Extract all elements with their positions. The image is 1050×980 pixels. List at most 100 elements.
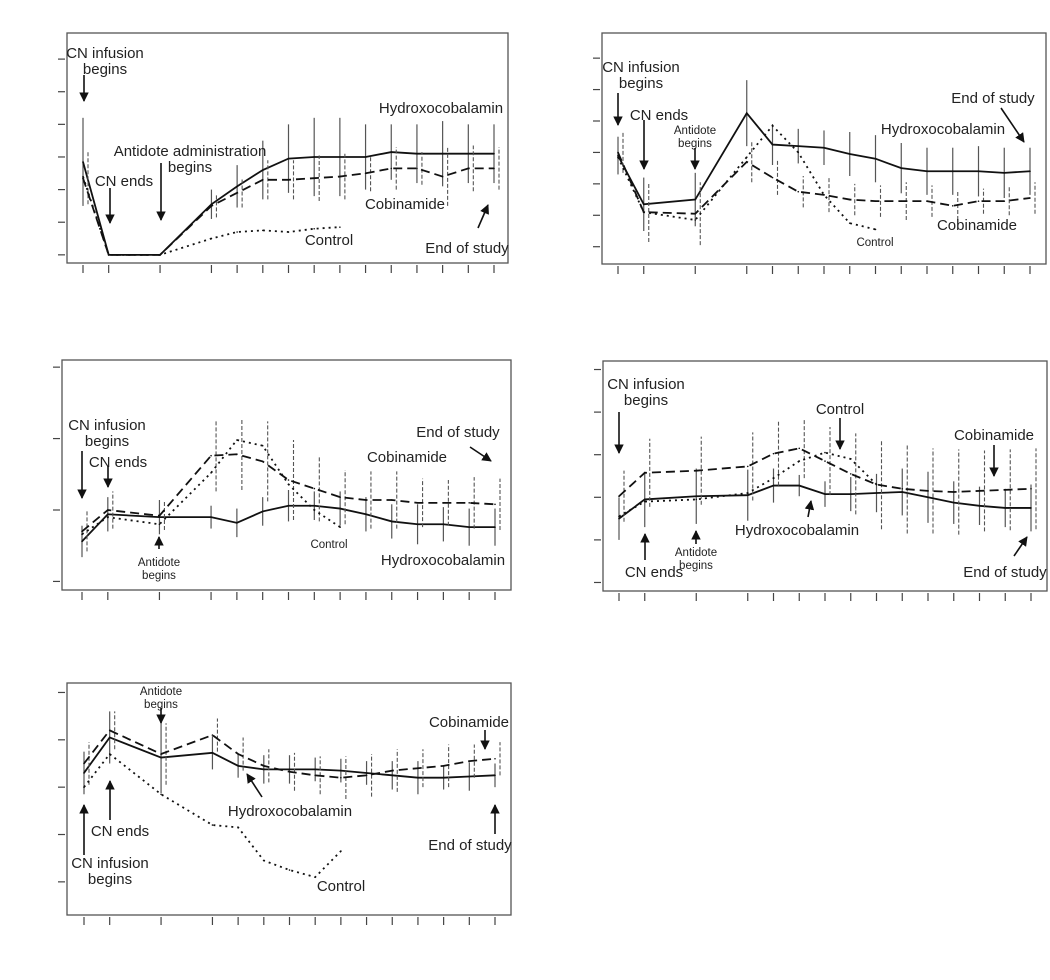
plot-frame	[601, 32, 1047, 265]
annotation-line: Control	[310, 539, 347, 551]
data-point-cobinamide	[158, 514, 161, 517]
data-point-hydroxocobalamin	[365, 513, 367, 516]
data-point-control	[107, 516, 109, 518]
annotation-line: End of study	[428, 837, 512, 854]
annotation-line: Cobinamide	[365, 196, 445, 213]
data-point-cobinamide	[262, 179, 264, 181]
annotation-line: Cobinamide	[367, 449, 447, 466]
data-point-cobinamide	[1029, 197, 1031, 199]
annotation-line: begins	[679, 560, 713, 572]
annotation-line: Control	[305, 232, 353, 249]
data-point-hydroxocobalamin	[108, 736, 111, 739]
data-point-hydroxocobalamin	[494, 526, 496, 528]
data-point-control	[287, 483, 290, 486]
annotation-arrow-icon	[1000, 107, 1025, 143]
data-point-hydroxocobalamin	[339, 507, 341, 510]
annotation-line: End of study	[963, 564, 1047, 581]
data-point-control	[263, 859, 265, 862]
data-point-hydroxocobalamin	[287, 504, 290, 507]
annotation-line: Control	[856, 237, 893, 249]
data-point-hydroxocobalamin	[493, 152, 495, 155]
annotation: CN infusion begins	[68, 417, 146, 450]
annotation-line: CN ends	[625, 564, 683, 581]
annotation-line: begins	[83, 61, 127, 78]
data-point-cobinamide	[771, 176, 774, 179]
data-point-hydroxocobalamin	[927, 496, 929, 499]
annotation-arrow-icon	[804, 500, 815, 518]
data-point-control	[339, 526, 341, 528]
data-point-hydroxocobalamin	[494, 774, 496, 777]
data-point-cobinamide	[236, 453, 238, 456]
data-point-control	[159, 254, 161, 256]
annotation-arrow-icon	[246, 773, 263, 798]
data-point-hydroxocobalamin	[875, 492, 878, 494]
data-point-cobinamide	[745, 161, 748, 163]
data-point-cobinamide	[900, 200, 903, 202]
annotation: Antidote administration begins	[114, 143, 267, 176]
data-point-cobinamide	[494, 757, 496, 760]
data-point-hydroxocobalamin	[901, 491, 904, 493]
data-point-control	[695, 498, 698, 501]
annotation: Cobinamide	[365, 196, 445, 213]
annotation-line: Antidote	[140, 686, 182, 698]
annotation-line: CN ends	[91, 823, 149, 840]
data-point-hydroxocobalamin	[313, 156, 315, 158]
annotation-line: CN infusion	[68, 417, 146, 434]
data-point-control	[746, 492, 749, 494]
data-point-control	[643, 500, 646, 503]
data-point-hydroxocobalamin	[694, 198, 697, 201]
data-point-control	[617, 156, 619, 158]
plot-frame	[61, 359, 512, 591]
data-point-cobinamide	[364, 172, 367, 175]
data-point-hydroxocobalamin	[237, 765, 239, 767]
data-point-hydroxocobalamin	[340, 769, 342, 772]
data-point-cobinamide	[211, 734, 214, 736]
annotation: CN ends	[630, 107, 688, 124]
data-point-cobinamide	[978, 490, 981, 492]
data-point-control	[236, 231, 238, 233]
data-point-cobinamide	[391, 769, 394, 772]
plot-frame	[66, 682, 512, 916]
data-point-hydroxocobalamin	[390, 151, 393, 153]
annotation-line: CN ends	[95, 173, 153, 190]
data-point-hydroxocobalamin	[1004, 507, 1007, 509]
annotation: Cobinamide	[937, 217, 1017, 234]
data-point-cobinamide	[417, 767, 419, 770]
annotation: Cobinamide	[954, 427, 1034, 444]
annotation: End of study	[425, 240, 509, 257]
data-point-hydroxocobalamin	[745, 112, 748, 114]
data-point-hydroxocobalamin	[642, 203, 645, 206]
data-point-control	[745, 156, 748, 158]
data-point-cobinamide	[951, 205, 954, 207]
data-point-cobinamide	[1004, 489, 1007, 491]
data-point-hydroxocobalamin	[772, 484, 775, 487]
data-point-cobinamide	[287, 179, 290, 181]
data-point-hydroxocobalamin	[797, 145, 800, 147]
data-point-hydroxocobalamin	[977, 170, 980, 173]
data-point-hydroxocobalamin	[468, 775, 471, 778]
annotation-line: Control	[317, 878, 365, 895]
data-point-cobinamide	[694, 212, 697, 215]
data-point-cobinamide	[339, 175, 341, 178]
data-point-hydroxocobalamin	[365, 772, 368, 774]
annotation-line: Cobinamide	[937, 217, 1017, 234]
data-point-cobinamide	[695, 469, 698, 472]
data-point-control	[618, 515, 620, 518]
annotation-line: Hydroxocobalamin	[379, 100, 503, 117]
data-point-cobinamide	[746, 465, 749, 468]
annotation: Antidote begins	[675, 547, 717, 572]
data-point-hydroxocobalamin	[951, 170, 954, 173]
data-point-control	[313, 509, 316, 511]
annotation-line: CN infusion	[607, 376, 685, 393]
data-point-hydroxocobalamin	[1030, 507, 1032, 509]
data-point-cobinamide	[390, 499, 393, 501]
data-point-hydroxocobalamin	[81, 540, 83, 543]
data-point-hydroxocobalamin	[364, 156, 367, 158]
data-point-cobinamide	[210, 454, 212, 457]
data-point-hydroxocobalamin	[107, 513, 109, 516]
annotation: Antidote begins	[138, 557, 180, 582]
annotation-line: CN ends	[630, 107, 688, 124]
data-point-hydroxocobalamin	[390, 520, 393, 523]
annotation-line: Control	[816, 401, 864, 418]
data-point-hydroxocobalamin	[158, 516, 161, 518]
